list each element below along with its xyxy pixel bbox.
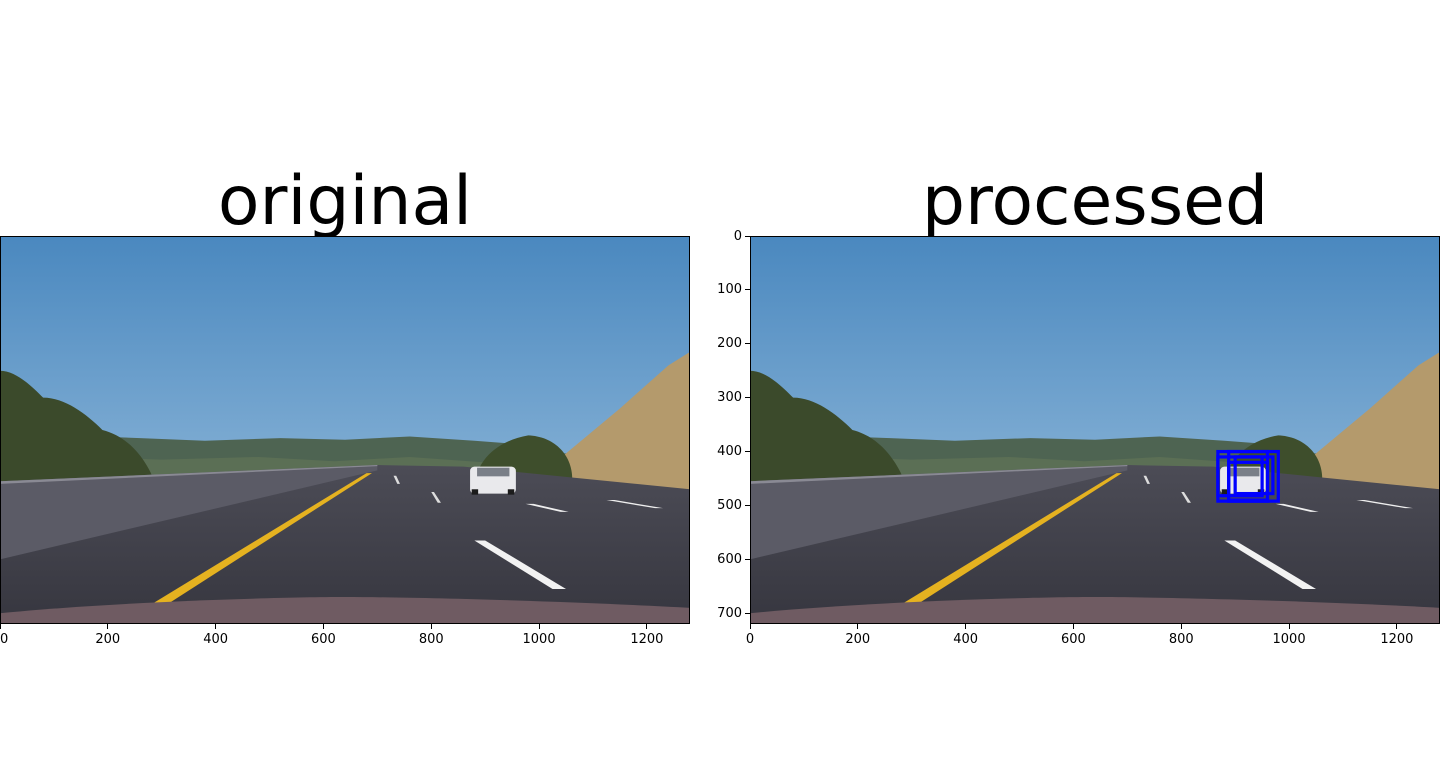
x-tick-label: 400 (953, 632, 979, 647)
axes-frame (0, 236, 690, 624)
y-tick-label: 700 (717, 605, 742, 621)
dry-hillside (485, 351, 690, 495)
x-tick-mark (646, 624, 648, 629)
yellow-lane-line (895, 473, 1122, 608)
x-tick-mark (857, 624, 859, 629)
road-scene (0, 236, 690, 624)
detection-box (1216, 455, 1264, 498)
detection-boxes (1216, 449, 1280, 503)
x-tick-label: 800 (1168, 632, 1194, 647)
y-tick-mark (745, 235, 750, 237)
panel-title-processed: processed (921, 162, 1269, 241)
y-tick-mark (745, 289, 750, 291)
y-tick-label: 200 (717, 336, 742, 352)
y-tick-mark (745, 397, 750, 399)
dry-hillside (1235, 351, 1440, 495)
x-tick-label: 1200 (630, 632, 664, 647)
y-tick-mark (745, 343, 750, 345)
x-tick-label: 1200 (1380, 632, 1414, 647)
car-hood (750, 597, 1440, 624)
x-tick-mark (107, 624, 109, 629)
x-tick-label: 1000 (522, 632, 556, 647)
processed-road-photo (750, 236, 1440, 624)
x-tick-mark (322, 624, 324, 629)
y-tick-label: 100 (717, 282, 742, 298)
x-tick-mark (1288, 624, 1290, 629)
x-tick-label: 1000 (1272, 632, 1306, 647)
white-lane-dash (474, 540, 567, 589)
y-tick-label: 600 (717, 551, 742, 567)
car-hood (0, 597, 690, 624)
x-tick-mark (965, 624, 967, 629)
panel-title-original: original (217, 162, 473, 241)
concrete-barrier (750, 465, 1128, 560)
detection-box (1227, 460, 1270, 502)
original-road-photo (0, 236, 690, 624)
x-tick-label: 0 (745, 632, 755, 647)
white-lane-dash (1224, 540, 1317, 589)
x-tick-label: 600 (311, 632, 336, 647)
y-tick-label: 0 (733, 228, 742, 244)
y-tick-mark (745, 504, 750, 506)
y-tick-label: 400 (717, 444, 742, 460)
y-tick-label: 500 (717, 497, 742, 513)
x-tick-mark (749, 624, 751, 629)
yellow-lane-line (145, 473, 372, 608)
trees-left (0, 370, 157, 490)
y-tick-mark (745, 558, 750, 560)
x-tick-label: 0 (0, 632, 9, 647)
x-tick-mark (538, 624, 540, 629)
trees-left (750, 370, 907, 490)
x-tick-label: 200 (845, 632, 871, 647)
x-tick-label: 400 (203, 632, 229, 647)
x-tick-mark (215, 624, 217, 629)
concrete-barrier (0, 465, 378, 560)
y-tick-mark (745, 451, 750, 453)
x-tick-mark (0, 624, 1, 629)
y-tick-label: 300 (717, 390, 742, 406)
x-tick-mark (1180, 624, 1182, 629)
y-tick-mark (745, 612, 750, 614)
x-tick-mark (430, 624, 432, 629)
axes-frame (750, 236, 1440, 624)
x-tick-mark (1072, 624, 1074, 629)
x-tick-label: 800 (418, 632, 444, 647)
x-tick-mark (1396, 624, 1398, 629)
x-tick-label: 200 (95, 632, 121, 647)
x-tick-label: 600 (1061, 632, 1086, 647)
